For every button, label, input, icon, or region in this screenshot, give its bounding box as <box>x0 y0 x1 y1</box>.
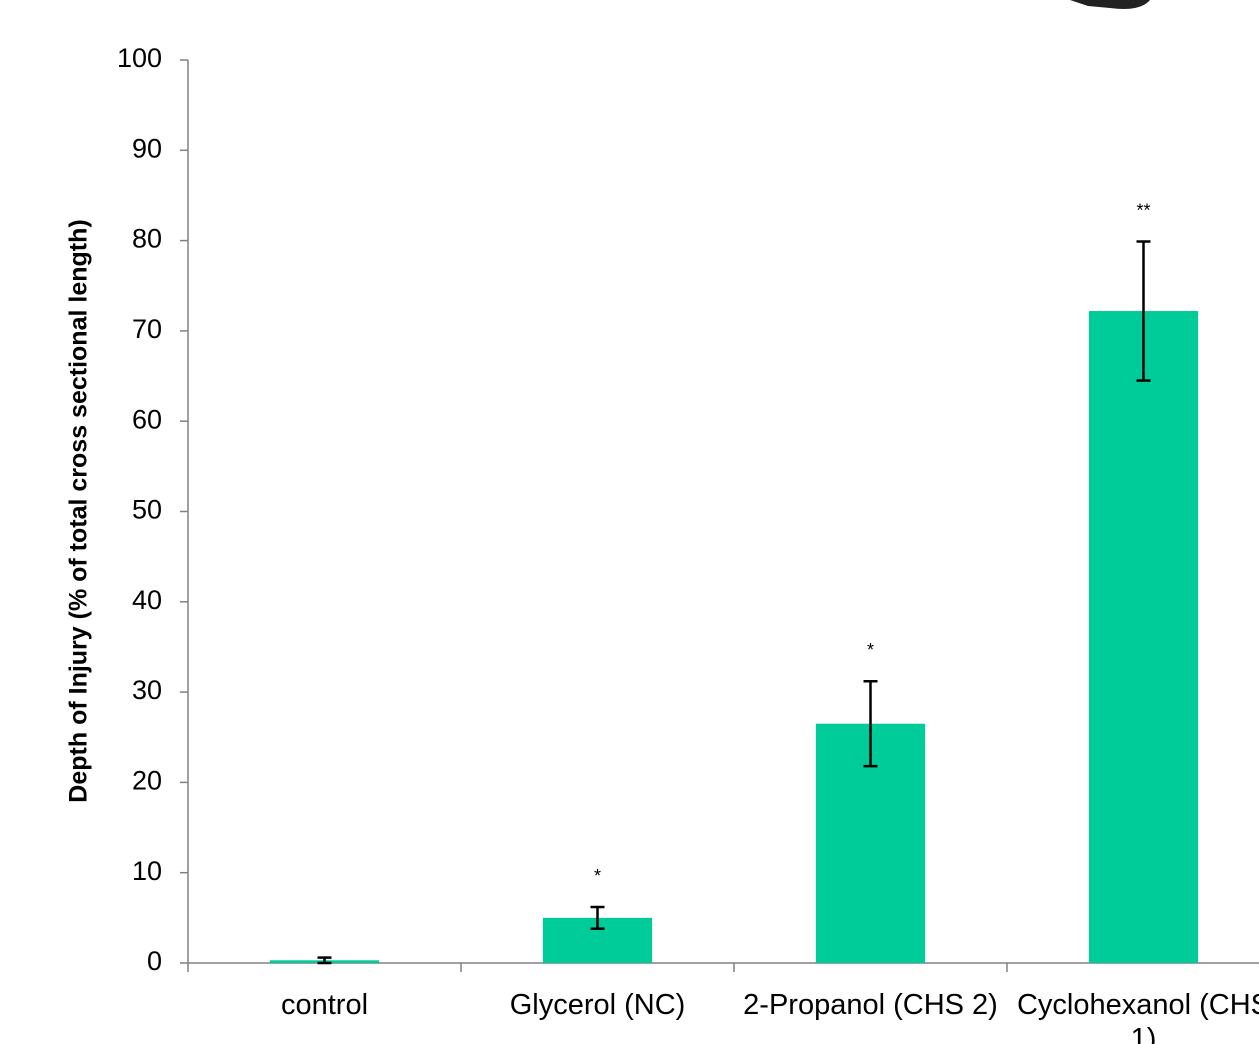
x-tick-label: control <box>280 989 369 1021</box>
significance-label: * <box>594 866 601 886</box>
y-tick-label: 60 <box>132 404 162 434</box>
error-bar <box>317 956 332 965</box>
y-tick-label: 50 <box>132 495 162 525</box>
error-bar <box>863 680 878 768</box>
y-tick-label: 90 <box>132 133 162 163</box>
y-tick-label: 100 <box>117 43 162 73</box>
error-bar <box>1136 240 1151 382</box>
y-tick-label: 40 <box>132 585 162 615</box>
significance-label: * <box>867 640 874 660</box>
error-bar <box>590 905 605 930</box>
x-tick-label: 2-Propanol (CHS 2) <box>743 989 998 1021</box>
y-tick-label: 10 <box>132 856 162 886</box>
y-tick-label: 20 <box>132 766 162 796</box>
bar <box>1088 311 1199 963</box>
x-tick-label: Cyclohexanol (CHS 1) <box>1016 989 1259 1044</box>
y-tick-label: 30 <box>132 675 162 705</box>
y-tick-label: 0 <box>147 946 162 976</box>
y-axis-title: Depth of Injury (% of total cross sectio… <box>65 219 93 802</box>
y-tick-label: 80 <box>132 224 162 254</box>
corner-image <box>1070 0 1150 9</box>
y-tick-label: 70 <box>132 314 162 344</box>
significance-label: ** <box>1136 200 1150 220</box>
x-tick-label: Glycerol (NC) <box>509 989 686 1021</box>
